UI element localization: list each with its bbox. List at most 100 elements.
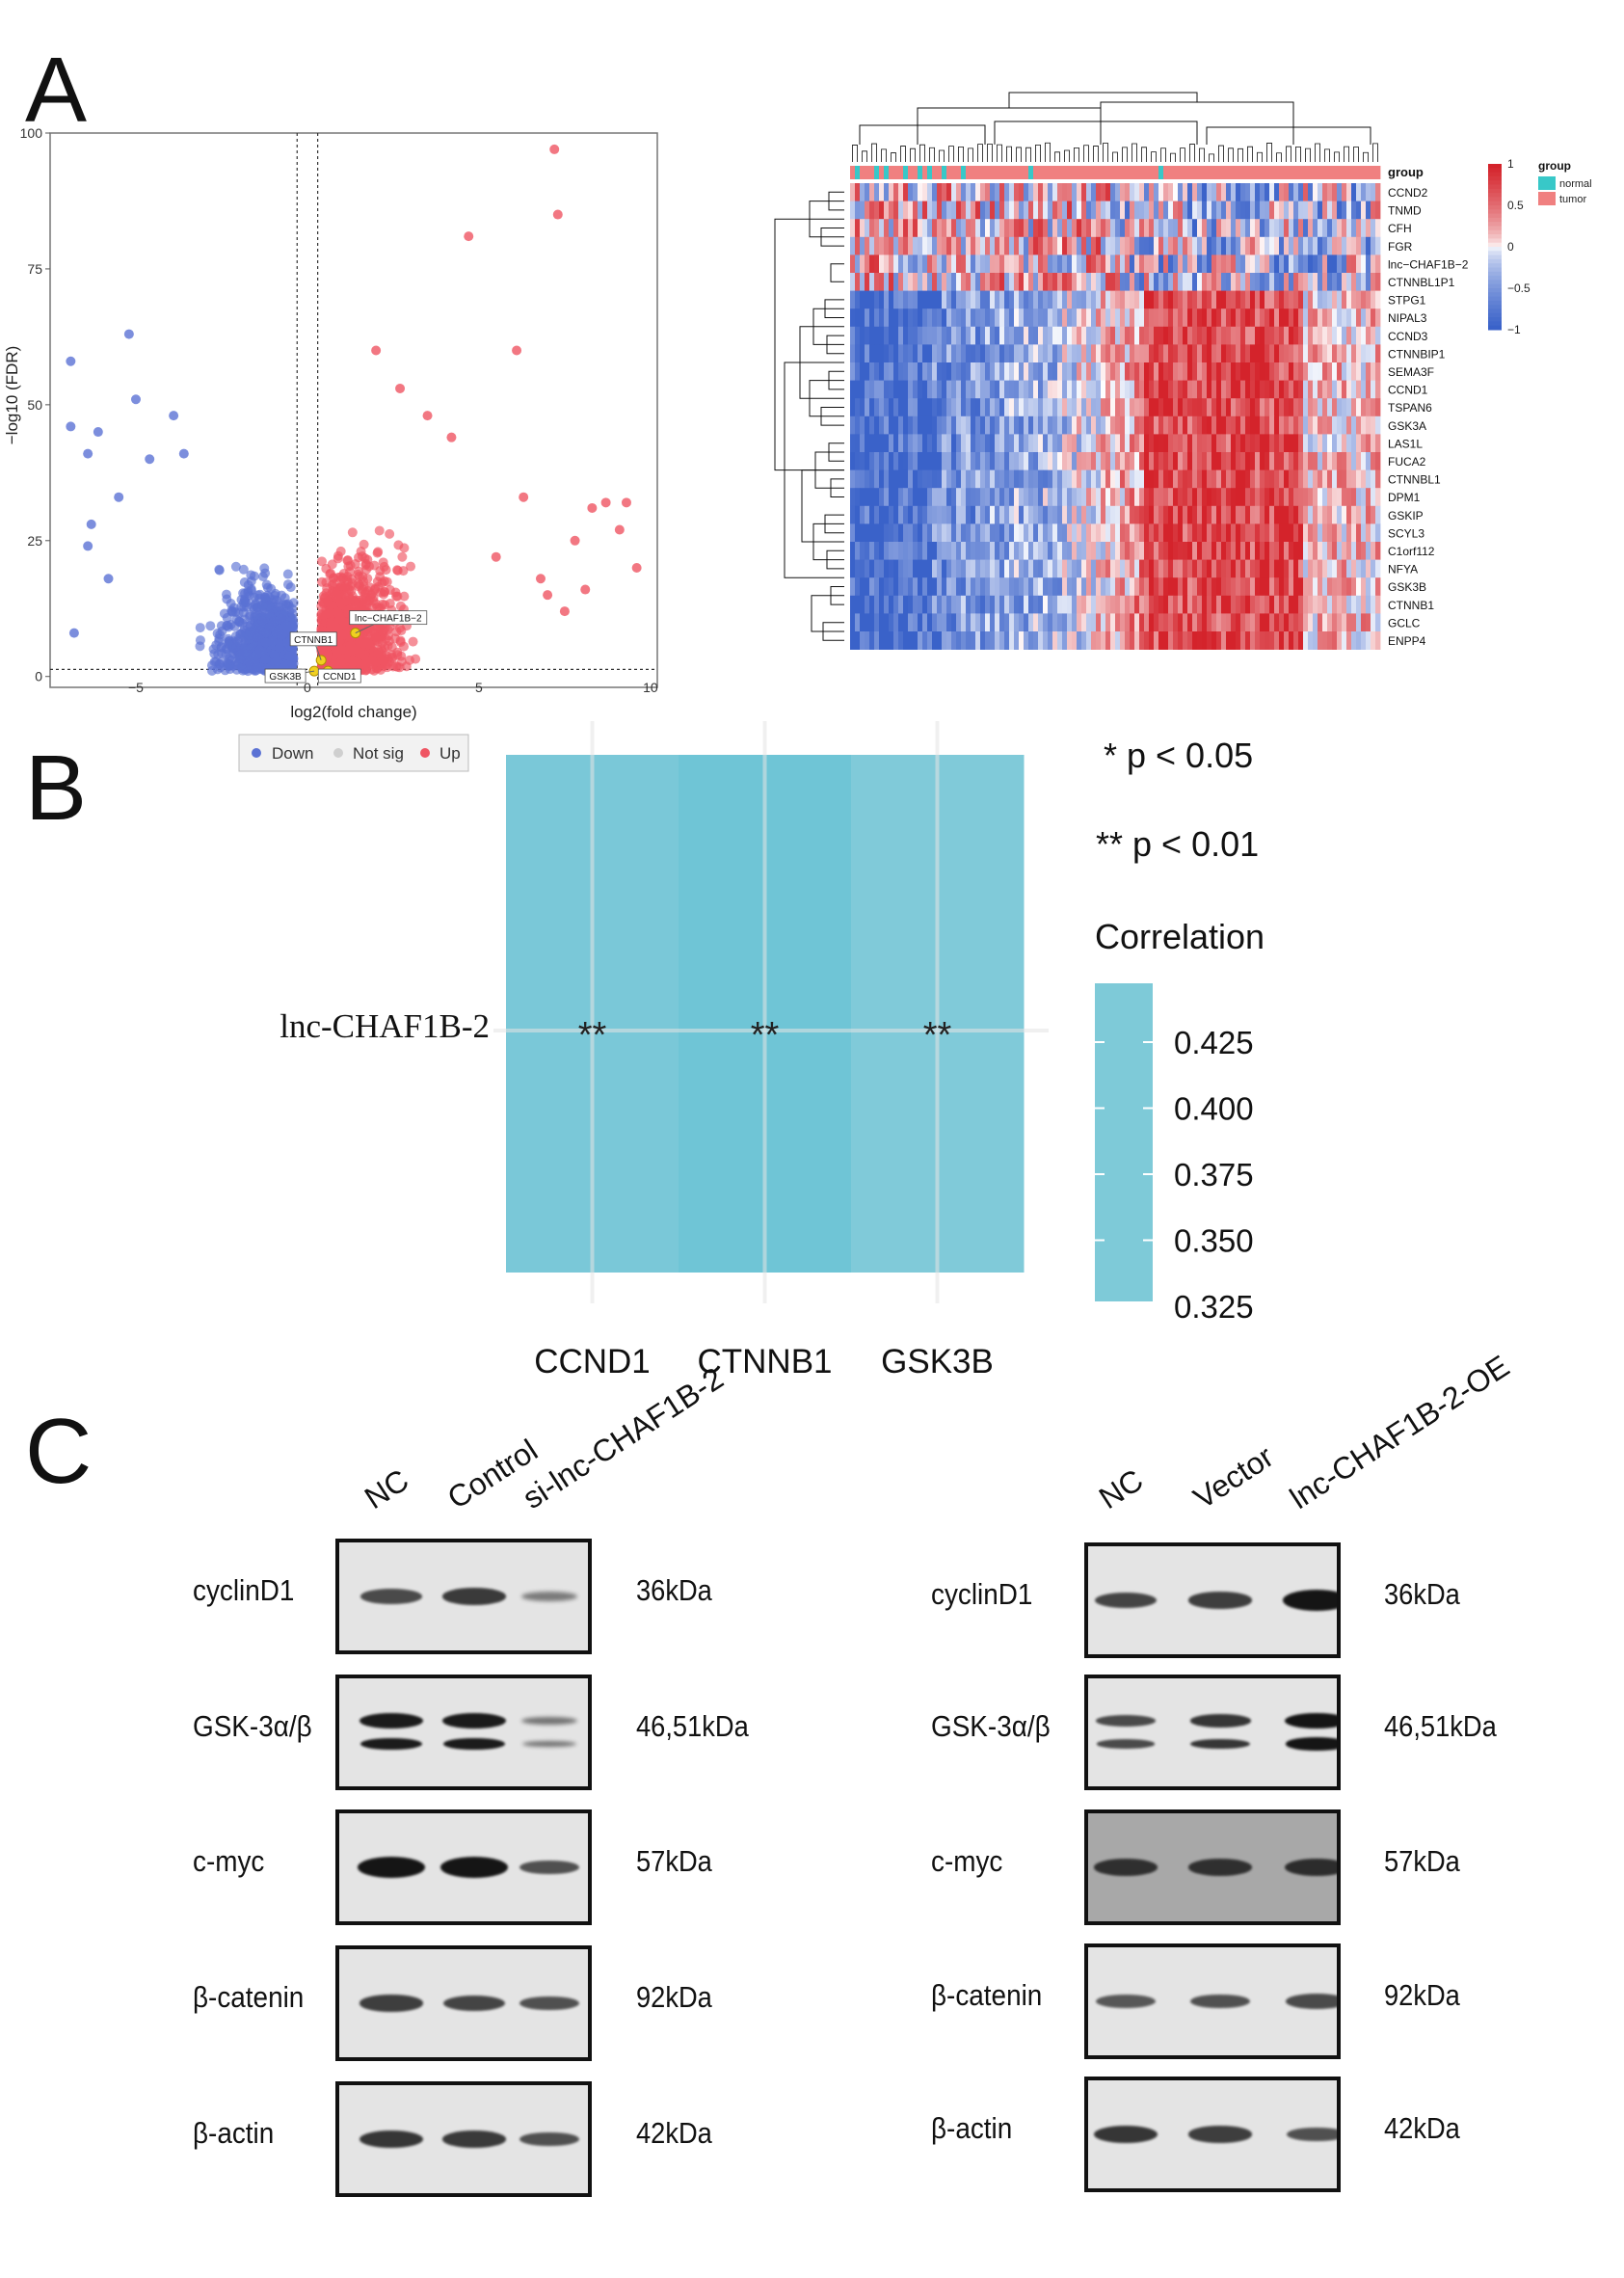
heatmap-cell <box>1216 469 1222 489</box>
heatmap-cell <box>1327 452 1333 470</box>
heatmap-cell <box>865 326 870 345</box>
volcano-point-up <box>559 606 570 617</box>
heatmap-cell <box>1327 219 1333 238</box>
heatmap-cell <box>1366 380 1371 399</box>
heatmap-cell <box>1077 631 1082 650</box>
heatmap-cell <box>990 380 996 399</box>
heatmap-cell <box>990 326 996 345</box>
heatmap-cell <box>951 613 957 632</box>
heatmap-cell <box>1289 344 1294 363</box>
heatmap-cell <box>1279 308 1285 328</box>
heatmap-cell <box>1265 326 1270 345</box>
heatmap-cell <box>966 290 972 309</box>
heatmap-cell <box>1293 505 1299 524</box>
heatmap-cell <box>1125 452 1131 470</box>
heatmap-cell <box>1289 236 1294 255</box>
heatmap-cell <box>1260 183 1265 201</box>
heatmap-cell <box>1130 577 1135 597</box>
heatmap-cell <box>1110 255 1116 274</box>
heatmap-cell <box>971 219 976 238</box>
heatmap-cell <box>1173 613 1179 632</box>
heatmap-cell <box>1110 398 1116 417</box>
heatmap-cell <box>1255 542 1261 560</box>
heatmap-cell <box>1318 201 1323 220</box>
volcano-point-up <box>318 610 329 621</box>
heatmap-cell <box>1289 201 1294 220</box>
heatmap-cell <box>937 380 943 399</box>
heatmap-group-cell <box>1115 166 1121 179</box>
heatmap-cell <box>961 273 967 291</box>
heatmap-cell <box>1255 577 1261 597</box>
heatmap-cell <box>1351 595 1357 614</box>
heatmap-cell <box>1019 469 1025 489</box>
heatmap-cell <box>1134 631 1140 650</box>
heatmap-cell <box>860 577 865 597</box>
volcano-point-up <box>392 565 403 576</box>
heatmap-cell <box>1211 542 1217 560</box>
heatmap-cell <box>1024 362 1029 381</box>
heatmap-group-cell <box>1226 166 1232 179</box>
heatmap-cell <box>1072 183 1078 201</box>
volcano-point-down <box>215 630 226 640</box>
heatmap-cell <box>1024 236 1029 255</box>
heatmap-cell <box>975 631 981 650</box>
heatmap-cell <box>1216 523 1222 543</box>
heatmap-cell <box>951 236 957 255</box>
heatmap-cell <box>1062 595 1068 614</box>
heatmap-cell <box>975 542 981 560</box>
heatmap-cell <box>1250 326 1256 345</box>
heatmap-group-cell <box>1366 166 1371 179</box>
heatmap-cell <box>1361 380 1367 399</box>
heatmap-cell <box>1308 183 1314 201</box>
heatmap-cell <box>985 326 991 345</box>
heatmap-cell <box>1168 488 1174 507</box>
heatmap-cell <box>1250 308 1256 328</box>
heatmap-cell <box>1158 488 1164 507</box>
heatmap-cell <box>961 344 967 363</box>
heatmap-cell <box>1245 219 1251 238</box>
heatmap-cell <box>1173 236 1179 255</box>
heatmap-cell <box>1274 290 1280 309</box>
heatmap-cell <box>1130 326 1135 345</box>
heatmap-cell <box>855 219 861 238</box>
heatmap-cell <box>1337 469 1343 489</box>
heatmap-cell <box>1168 308 1174 328</box>
heatmap-cell <box>889 273 894 291</box>
heatmap-cell <box>1154 362 1159 381</box>
heatmap-cell <box>1351 362 1357 381</box>
heatmap-cell <box>1067 398 1073 417</box>
heatmap-cell <box>1240 362 1246 381</box>
volcano-legend <box>238 734 469 772</box>
heatmap-group-cell <box>1110 166 1116 179</box>
heatmap-cell <box>1279 201 1285 220</box>
heatmap-cell <box>1077 523 1082 543</box>
heatmap-cell <box>961 380 967 399</box>
heatmap-cell <box>1211 344 1217 363</box>
heatmap-cell <box>1163 542 1169 560</box>
heatmap-cell <box>1207 219 1212 238</box>
heatmap-cell <box>879 542 885 560</box>
heatmap-cell <box>1197 542 1203 560</box>
heatmap-cell <box>1173 290 1179 309</box>
heatmap-cell <box>1289 452 1294 470</box>
heatmap-cell <box>913 434 918 453</box>
heatmap-cell <box>971 595 976 614</box>
heatmap-group-cell <box>1024 166 1029 179</box>
annotation-label: CTNNB1 <box>294 635 333 646</box>
heatmap-cell <box>942 273 947 291</box>
heatmap-cell <box>850 505 856 524</box>
heatmap-cell <box>1366 505 1371 524</box>
heatmap-cell <box>937 523 943 543</box>
heatmap-cell <box>1284 488 1290 507</box>
heatmap-cell <box>990 595 996 614</box>
heatmap-cell <box>1038 631 1044 650</box>
heatmap-cell <box>1187 415 1193 435</box>
heatmap-cell <box>1105 613 1111 632</box>
heatmap-cell <box>1197 344 1203 363</box>
volcano-ytick-label: 0 <box>35 669 42 684</box>
heatmap-cell <box>1149 344 1155 363</box>
heatmap-cell <box>971 542 976 560</box>
heatmap-cell <box>995 595 1000 614</box>
heatmap-cell <box>1240 523 1246 543</box>
heatmap-cell <box>1337 344 1343 363</box>
